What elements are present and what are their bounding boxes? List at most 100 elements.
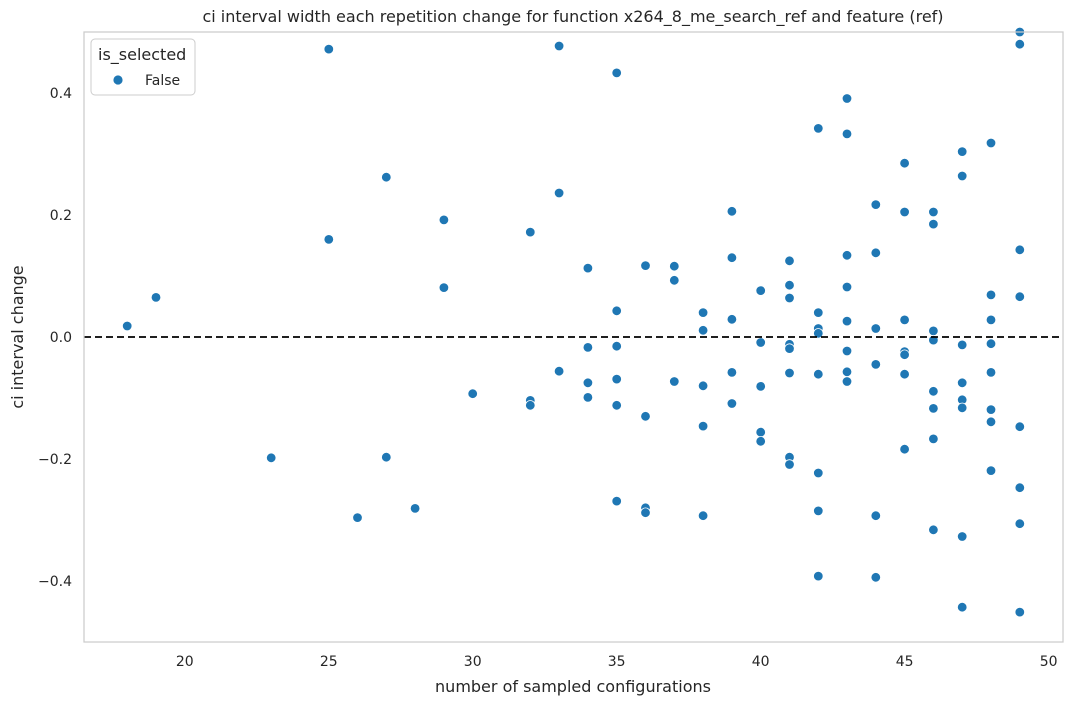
data-point (582, 342, 594, 353)
data-point (784, 459, 795, 470)
data-point (726, 398, 738, 409)
data-point (1014, 291, 1026, 302)
data-point (957, 339, 968, 351)
data-point (985, 314, 997, 326)
data-point (611, 373, 622, 385)
plot-border (83, 31, 1064, 643)
data-point (813, 467, 824, 479)
x-tick-label: 30 (464, 654, 482, 670)
x-tick-label: 45 (896, 654, 914, 670)
data-point (611, 67, 622, 79)
data-point (813, 505, 824, 517)
data-point (755, 436, 766, 447)
data-point (611, 495, 622, 507)
data-point (669, 275, 680, 286)
data-point (323, 234, 335, 245)
data-point (813, 307, 824, 318)
data-point (928, 386, 939, 397)
data-point (957, 170, 968, 182)
data-point (697, 380, 709, 392)
data-point (1014, 39, 1026, 50)
data-point (957, 602, 968, 613)
data-point (1014, 482, 1026, 493)
data-point (525, 226, 536, 238)
data-point (381, 452, 392, 463)
data-point (582, 392, 594, 403)
data-point (784, 292, 795, 304)
data-point (813, 328, 824, 339)
data-point (784, 367, 795, 379)
data-point (899, 157, 910, 169)
data-point (409, 503, 421, 514)
y-tick-label: −0.2 (38, 452, 72, 468)
data-point (841, 315, 853, 327)
data-point (841, 128, 853, 140)
data-point (899, 314, 910, 326)
data-point (870, 359, 882, 370)
data-points (121, 26, 1026, 618)
data-point (726, 314, 738, 325)
data-point (726, 206, 738, 217)
legend-title: is_selected (98, 45, 186, 65)
data-point (928, 206, 939, 218)
data-point (985, 416, 997, 428)
data-point (697, 420, 709, 432)
data-point (697, 325, 709, 336)
data-point (985, 137, 997, 149)
data-point (841, 376, 853, 387)
data-point (841, 93, 853, 104)
legend: is_selected False (90, 38, 196, 96)
data-point (611, 305, 622, 317)
data-point (352, 512, 363, 523)
data-point (841, 281, 853, 293)
data-point (899, 206, 910, 218)
data-point (899, 444, 910, 455)
data-point (611, 341, 622, 352)
data-point (582, 262, 594, 274)
data-point (957, 531, 968, 542)
data-point (669, 261, 680, 272)
data-point (784, 343, 795, 354)
data-point (755, 381, 766, 392)
data-point (755, 427, 766, 438)
plot-frame (83, 31, 1064, 643)
data-point (899, 369, 910, 380)
legend-entry-label: False (145, 73, 180, 89)
y-tick-label: −0.4 (38, 574, 72, 590)
data-point (640, 411, 651, 422)
data-point (640, 260, 651, 271)
data-point (813, 369, 824, 380)
data-point (1014, 606, 1026, 618)
data-point (870, 572, 882, 583)
data-point (813, 123, 824, 134)
x-tick-label: 50 (1040, 654, 1058, 670)
data-point (784, 280, 795, 291)
data-point (985, 404, 997, 415)
data-point (640, 507, 651, 518)
data-point (1014, 244, 1026, 256)
data-point (870, 323, 882, 334)
data-point (985, 289, 997, 301)
x-tick-label: 20 (176, 654, 194, 670)
data-point (870, 199, 882, 210)
data-point (121, 320, 133, 332)
data-point (841, 366, 853, 378)
data-point (784, 255, 795, 266)
data-point (582, 377, 594, 389)
y-axis-label: ci interval change (8, 265, 27, 408)
y-axis-ticks: −0.4 −0.2 0.0 0.2 0.4 (38, 86, 72, 590)
y-tick-label: 0.2 (50, 208, 72, 224)
data-point (985, 367, 997, 378)
data-point (755, 285, 766, 296)
data-point (611, 400, 622, 411)
data-point (697, 510, 709, 521)
data-point (957, 377, 968, 389)
chart-title: ci interval width each repetition change… (202, 7, 943, 27)
data-point (841, 250, 853, 261)
data-point (438, 214, 450, 226)
data-point (957, 402, 968, 414)
data-point (813, 570, 824, 582)
data-point (669, 376, 680, 387)
data-point (525, 400, 536, 411)
